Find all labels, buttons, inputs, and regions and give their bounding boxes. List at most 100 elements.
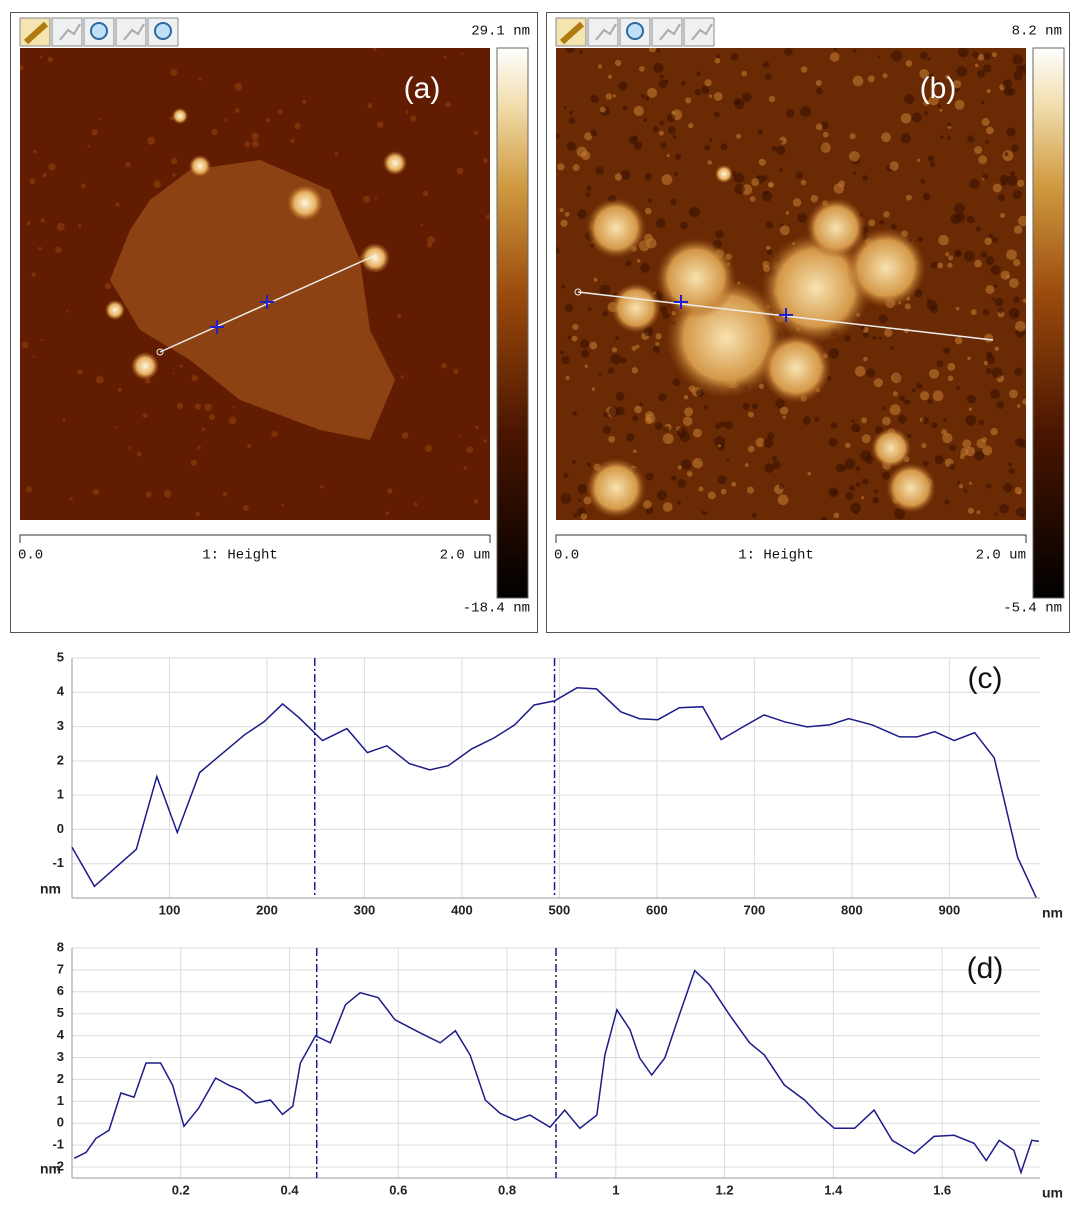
surface-grain	[707, 491, 716, 500]
surface-grain	[707, 160, 712, 165]
surface-grain	[939, 108, 943, 112]
surface-grain	[777, 494, 789, 506]
surface-grain	[639, 66, 645, 72]
surface-grain	[861, 478, 869, 485]
tool-icon	[659, 23, 681, 41]
surface-grain	[903, 400, 908, 405]
surface-grain	[556, 246, 560, 254]
surface-grain	[1003, 86, 1013, 97]
surface-grain	[644, 96, 650, 101]
surface-grain	[850, 502, 862, 514]
surface-grain	[771, 146, 777, 152]
surface-grain	[77, 369, 83, 375]
surface-grain	[926, 57, 931, 61]
surface-grain	[127, 446, 131, 450]
surface-grain	[849, 133, 856, 140]
surface-grain	[831, 489, 837, 495]
surface-grain	[171, 157, 178, 165]
surface-grain	[929, 368, 939, 379]
surface-grain	[930, 261, 938, 269]
surface-grain	[694, 88, 702, 96]
surface-grain	[990, 264, 1001, 275]
surface-grain	[117, 387, 122, 392]
surface-grain	[983, 52, 991, 60]
surface-grain	[1017, 215, 1026, 227]
surface-grain	[565, 48, 575, 54]
surface-grain	[591, 387, 596, 391]
surface-grain	[243, 504, 249, 511]
surface-grain	[792, 198, 802, 207]
y-tick-label: 1	[57, 787, 64, 802]
surface-grain	[290, 138, 295, 144]
surface-grain	[441, 362, 447, 369]
surface-grain	[883, 211, 890, 218]
x-axis-label: nm	[1042, 905, 1063, 921]
surface-grain	[974, 259, 982, 268]
surface-grain	[864, 455, 874, 464]
surface-grain	[947, 135, 952, 140]
surface-grain	[845, 492, 854, 500]
particle	[172, 108, 188, 124]
surface-grain	[635, 344, 640, 349]
bright-region	[846, 228, 926, 308]
surface-grain	[963, 488, 968, 493]
surface-grain	[708, 94, 713, 98]
ruler-icon	[23, 21, 49, 45]
surface-grain	[1008, 462, 1013, 467]
surface-grain	[40, 338, 43, 342]
surface-grain	[741, 92, 752, 103]
surface-grain	[720, 488, 727, 495]
surface-grain	[584, 364, 588, 368]
surface-grain	[714, 57, 721, 64]
surface-grain	[234, 82, 243, 91]
surface-grain	[890, 223, 897, 230]
surface-grain	[608, 406, 620, 417]
surface-grain	[631, 367, 638, 374]
y-tick-label: 3	[57, 1049, 64, 1064]
surface-grain	[779, 140, 783, 144]
surface-grain	[922, 192, 931, 201]
surface-grain	[734, 183, 745, 195]
surface-grain	[936, 360, 944, 367]
surface-grain	[1011, 144, 1019, 152]
surface-grain	[992, 183, 1002, 193]
surface-grain	[849, 485, 856, 492]
surface-grain	[607, 74, 612, 79]
surface-grain	[466, 446, 474, 454]
scale-bar	[19, 534, 491, 543]
surface-grain	[599, 106, 606, 113]
x-tick-label: 1.6	[933, 1182, 951, 1197]
bright-region	[586, 458, 646, 518]
surface-grain	[956, 66, 968, 77]
surface-grain	[921, 442, 927, 449]
surface-grain	[920, 178, 926, 184]
surface-grain	[572, 164, 580, 172]
afm-image	[20, 48, 490, 520]
surface-grain	[42, 172, 47, 178]
surface-grain	[692, 458, 703, 469]
surface-grain	[644, 416, 653, 425]
surface-grain	[1000, 213, 1006, 218]
surface-grain	[659, 306, 668, 314]
surface-grain	[833, 48, 838, 52]
surface-grain	[820, 142, 831, 153]
surface-grain	[445, 101, 452, 108]
surface-grain	[571, 335, 578, 342]
surface-grain	[26, 221, 31, 226]
surface-grain	[201, 427, 206, 432]
surface-grain	[115, 202, 120, 207]
surface-grain	[578, 498, 582, 503]
surface-grain	[977, 53, 985, 61]
surface-grain	[658, 79, 668, 89]
surface-grain	[198, 77, 202, 81]
surface-grain	[294, 122, 301, 130]
profile-start	[156, 348, 164, 356]
surface-grain	[889, 161, 899, 171]
surface-grain	[564, 211, 570, 217]
surface-grain	[688, 122, 694, 129]
surface-grain	[1002, 150, 1014, 162]
y-tick-label: 0	[57, 821, 64, 836]
surface-grain	[410, 115, 417, 122]
surface-grain	[662, 433, 674, 445]
surface-grain	[905, 194, 912, 201]
